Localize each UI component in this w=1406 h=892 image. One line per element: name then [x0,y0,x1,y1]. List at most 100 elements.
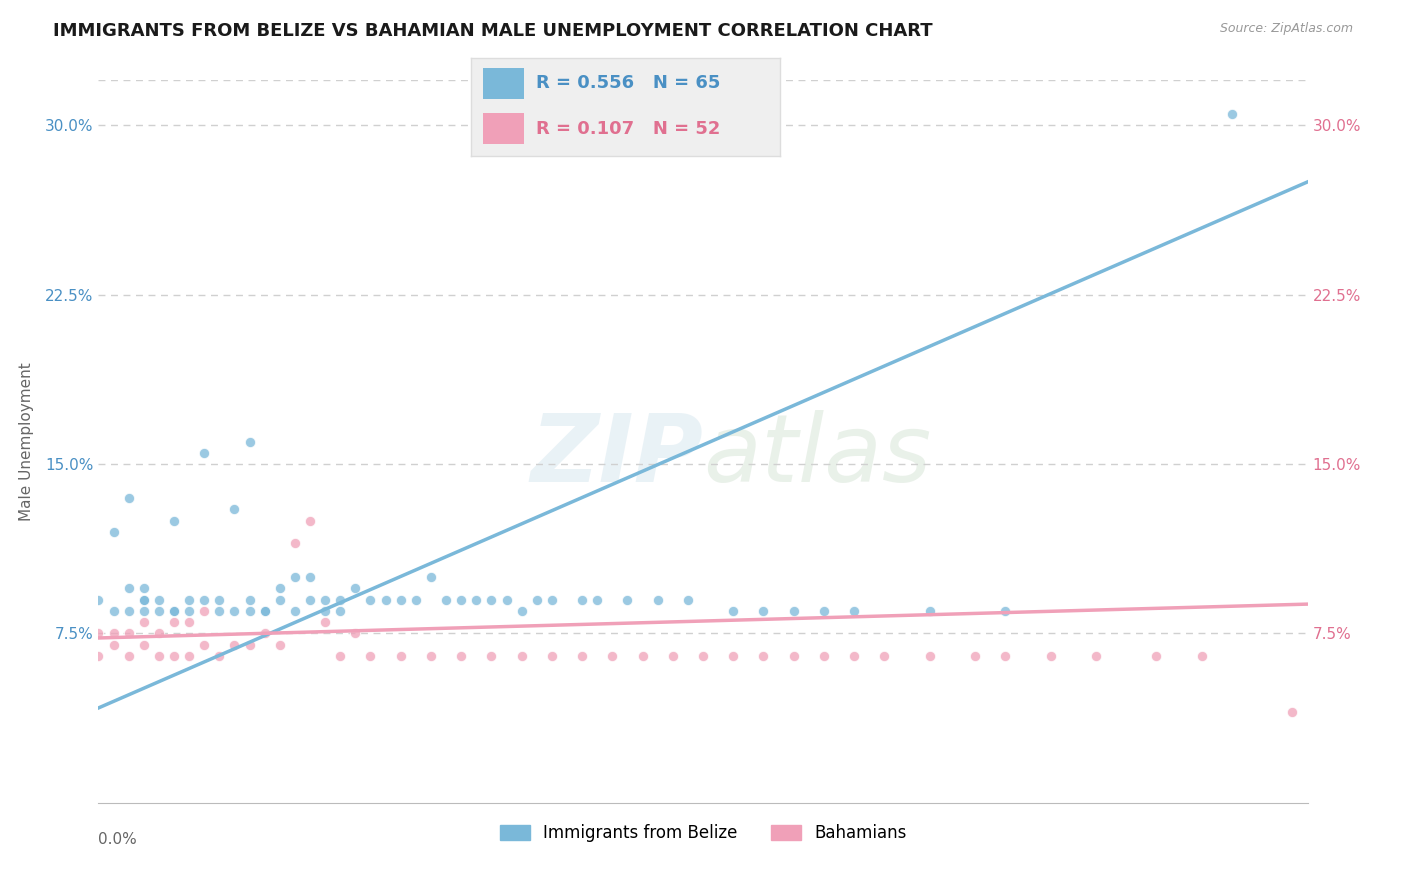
Point [1281,706,1303,720]
Point [163,615,186,630]
Point [420,648,443,663]
Point [314,592,336,607]
Point [844,648,866,663]
Point [526,592,548,607]
Point [208,604,231,618]
Point [132,592,155,607]
Point [510,604,533,618]
Point [284,570,307,584]
Point [193,638,215,652]
Point [918,604,941,618]
Point [208,592,231,607]
Point [481,648,503,663]
Point [1085,648,1108,663]
Text: IMMIGRANTS FROM BELIZE VS BAHAMIAN MALE UNEMPLOYMENT CORRELATION CHART: IMMIGRANTS FROM BELIZE VS BAHAMIAN MALE … [53,22,934,40]
Point [873,648,896,663]
Point [434,592,457,607]
Text: ZIP: ZIP [530,410,703,502]
Point [360,592,382,607]
Point [752,648,775,663]
Point [224,502,246,516]
Point [148,648,170,663]
Point [87,626,110,640]
Point [193,604,215,618]
Point [163,648,186,663]
Point [239,592,262,607]
Bar [484,68,523,99]
Point [193,446,215,460]
Point [269,592,291,607]
Text: atlas: atlas [703,410,931,501]
Point [179,592,201,607]
Point [132,615,155,630]
Text: Source: ZipAtlas.com: Source: ZipAtlas.com [1219,22,1353,36]
Point [389,648,412,663]
Point [118,604,141,618]
Point [450,648,472,663]
Point [540,592,562,607]
Point [314,604,336,618]
Point [965,648,987,663]
Point [132,638,155,652]
Point [299,514,322,528]
Point [103,638,125,652]
Point [132,592,155,607]
Legend: Immigrants from Belize, Bahamians: Immigrants from Belize, Bahamians [494,817,912,848]
Point [1191,648,1213,663]
Text: R = 0.107   N = 52: R = 0.107 N = 52 [536,120,720,137]
Point [813,648,835,663]
Point [118,582,141,596]
Point [179,604,201,618]
Point [752,604,775,618]
Point [148,604,170,618]
Point [360,648,382,663]
Y-axis label: Male Unemployment: Male Unemployment [18,362,34,521]
Point [844,604,866,618]
Point [179,615,201,630]
Point [87,648,110,663]
Point [118,648,141,663]
Point [783,648,806,663]
Point [374,592,396,607]
Point [661,648,683,663]
Point [602,648,624,663]
Point [571,648,593,663]
Point [783,604,806,618]
Point [103,524,125,539]
Point [329,648,352,663]
Point [132,582,155,596]
Point [344,626,367,640]
Point [450,592,472,607]
Bar [484,113,523,145]
Point [813,604,835,618]
Point [723,648,745,663]
Point [132,604,155,618]
Point [389,592,412,607]
Text: R = 0.556   N = 65: R = 0.556 N = 65 [536,75,720,93]
Point [1039,648,1062,663]
Point [299,592,322,607]
Point [224,638,246,652]
Point [239,604,262,618]
Point [329,604,352,618]
Point [918,648,941,663]
Point [420,570,443,584]
Point [647,592,669,607]
Point [284,604,307,618]
Point [723,604,745,618]
Point [239,434,262,449]
Point [571,592,593,607]
Point [118,491,141,505]
Point [224,604,246,618]
Point [179,648,201,663]
Point [329,592,352,607]
Point [87,592,110,607]
Point [994,648,1017,663]
Point [1146,648,1168,663]
Point [586,592,609,607]
Point [495,592,517,607]
Point [253,604,276,618]
Point [465,592,488,607]
Point [239,638,262,652]
Point [208,648,231,663]
